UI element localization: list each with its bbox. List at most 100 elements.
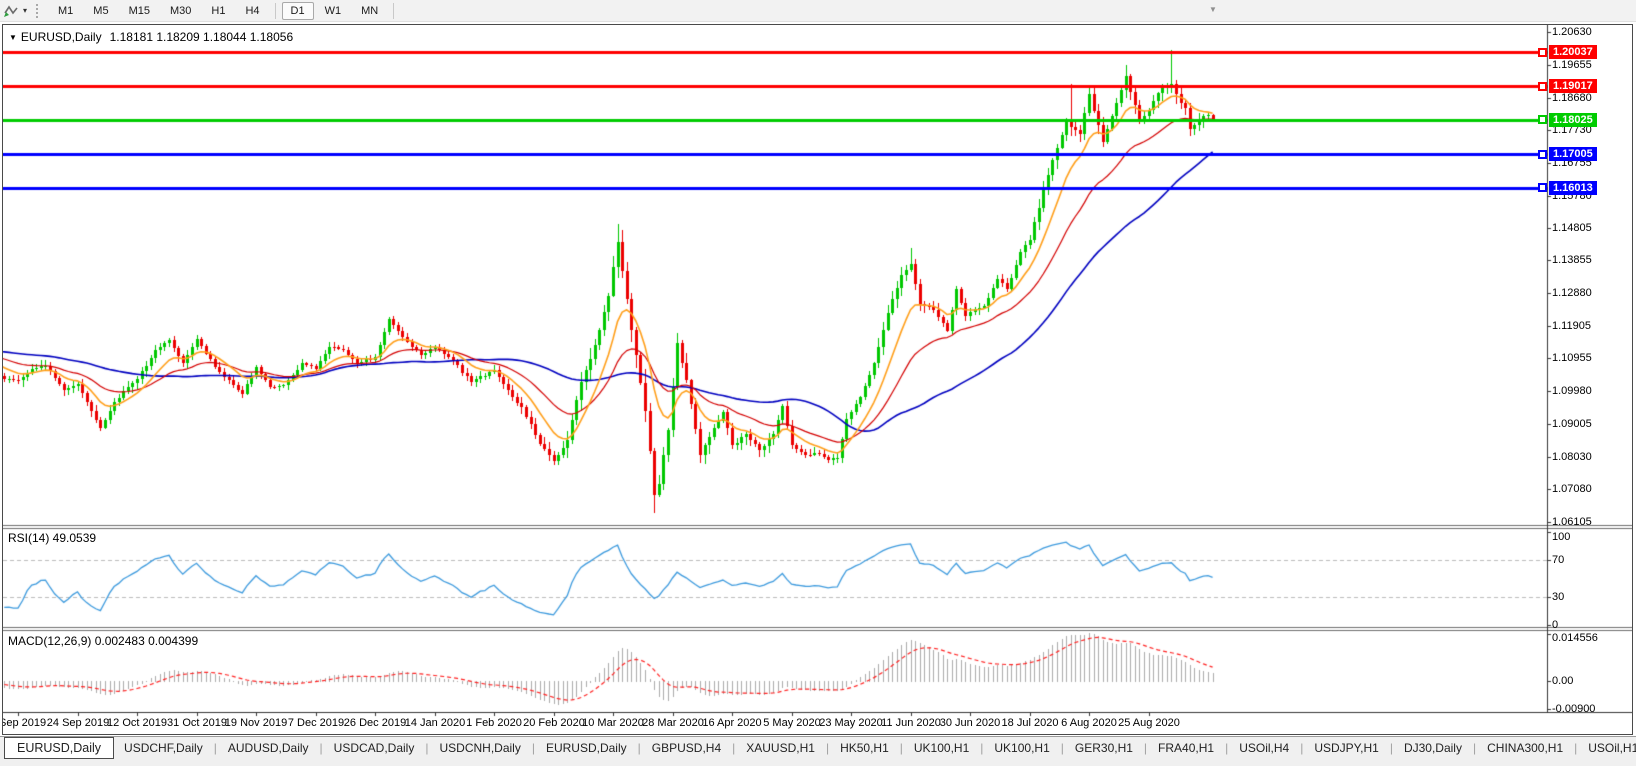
price-axis-label: 1.11905: [1552, 320, 1591, 333]
line-studies-icon[interactable]: [0, 2, 22, 20]
tab-uk100-h1[interactable]: UK100,H1: [913, 741, 970, 755]
macd-axis-label: 0.00: [1552, 674, 1574, 687]
tab-separator: |: [899, 741, 903, 755]
tf-button-M5[interactable]: M5: [93, 4, 109, 17]
price-axis-label: 1.13855: [1552, 254, 1592, 267]
chart-window: ▼ EURUSD,Daily 1.18181 1.18209 1.18044 1.1…: [2, 24, 1633, 735]
tf-button-H4[interactable]: H4: [245, 4, 260, 17]
tab-separator: |: [531, 741, 535, 755]
date-label: 26 Dec 2019: [343, 717, 407, 729]
tab-separator: |: [1472, 741, 1477, 755]
chart-ohlc-values: 1.18181 1.18209 1.18044 1.18056: [109, 30, 294, 44]
price-axis-label: 1.08030: [1552, 450, 1592, 463]
tab-eurusd-daily[interactable]: EURUSD,Daily: [545, 741, 627, 755]
chart-symbol: EURUSD,Daily: [20, 30, 102, 44]
date-label: 11 Jun 2020: [881, 717, 941, 729]
price-chart-canvas[interactable]: [3, 25, 1632, 717]
price-tag: 1.19017: [1549, 79, 1597, 94]
price-tag-anchor: [1538, 81, 1547, 91]
tf-button-W1[interactable]: W1: [324, 4, 342, 17]
rsi-axis-label: 100: [1552, 531, 1571, 543]
symbol-dropdown-icon[interactable]: ▼: [9, 33, 17, 42]
tf-button-MN[interactable]: MN: [361, 4, 379, 17]
chevron-down-icon[interactable]: ▾: [23, 6, 28, 15]
tab-china300-h1[interactable]: CHINA300,H1: [1487, 741, 1564, 755]
tab-usdcad-daily[interactable]: USDCAD,Daily: [333, 741, 415, 755]
price-axis-label: 1.10955: [1552, 352, 1592, 365]
tab-xauusd-h1[interactable]: XAUUSD,H1: [746, 741, 815, 755]
tab-audusd-daily[interactable]: AUDUSD,Daily: [227, 741, 309, 755]
tab-uk100-h1[interactable]: UK100,H1: [994, 741, 1050, 755]
price-axis-label: 1.09980: [1552, 385, 1592, 398]
price-tag: 1.18025: [1549, 112, 1597, 127]
date-label: 5 May 2020: [763, 717, 821, 729]
rsi-axis-label: 30: [1552, 591, 1565, 604]
price-tag: 1.16013: [1549, 180, 1597, 195]
chart-title: ▼ EURUSD,Daily 1.18181 1.18209 1.18044 1.1…: [9, 30, 293, 44]
tf-button-D1[interactable]: D1: [281, 1, 314, 20]
date-label: 19 Nov 2019: [224, 717, 288, 729]
date-label: 18 Jul 2020: [1001, 717, 1059, 729]
chart-shift-marker[interactable]: ▼: [1209, 5, 1217, 14]
tab-separator: |: [1300, 741, 1304, 755]
price-axis-label: 1.07080: [1552, 482, 1592, 495]
tab-separator: |: [1574, 741, 1578, 755]
tab-usoil-h1[interactable]: USOil,H1: [1588, 741, 1636, 755]
date-label: 28 Mar 2020: [642, 717, 704, 729]
macd-axis-label: -0.00900: [1552, 703, 1596, 716]
tab-usoil-h4[interactable]: USOil,H4: [1239, 741, 1290, 755]
tab-separator: |: [980, 741, 984, 755]
date-label: 25 Aug 2020: [1118, 717, 1180, 729]
date-label: 20 Feb 2020: [523, 717, 585, 729]
date-label: 6 Aug 2020: [1061, 717, 1117, 729]
date-label: 16 Apr 2020: [702, 717, 762, 729]
price-axis-label: 1.09005: [1552, 418, 1592, 431]
tf-button-M1[interactable]: M1: [58, 4, 74, 17]
date-label: 24 Sep 2019: [46, 717, 110, 729]
chart-tab-bar: EURUSD,Daily USDCHF,Daily | AUDUSD,Daily | US…: [0, 736, 1636, 766]
price-axis-label: 1.18680: [1552, 91, 1592, 104]
price-axis-label: 1.12880: [1552, 287, 1592, 300]
price-tag: 1.20037: [1549, 45, 1597, 60]
price-axis-label: 1.20630: [1552, 26, 1592, 39]
tab-separator: |: [1143, 741, 1148, 755]
tab-dj30-daily[interactable]: DJ30,Daily: [1403, 741, 1462, 755]
date-label: 31 Oct 2019: [167, 717, 227, 729]
tab-ger30-h1[interactable]: GER30,H1: [1074, 741, 1133, 755]
tab-separator: |: [637, 741, 641, 755]
tab-separator: |: [319, 741, 323, 755]
tab-fra40-h1[interactable]: FRA40,H1: [1158, 741, 1215, 755]
tab-usdchf-daily[interactable]: USDCHF,Daily: [124, 741, 203, 755]
toolbar-separator: [393, 2, 395, 19]
tab-separator: |: [1060, 741, 1064, 755]
tab-gbpusd-h4[interactable]: GBPUSD,H4: [651, 741, 722, 755]
tab-separator: |: [1225, 741, 1229, 755]
tab-usdjpy-h1[interactable]: USDJPY,H1: [1314, 741, 1379, 755]
tf-button-H1[interactable]: H1: [211, 4, 226, 17]
price-tag-anchor: [1538, 183, 1547, 193]
tab-hk50-h1[interactable]: HK50,H1: [840, 741, 889, 755]
tab-usdcnh-daily[interactable]: USDCNH,Daily: [439, 741, 521, 755]
tab-separator: |: [732, 741, 736, 755]
price-axis-label: 1.14805: [1552, 222, 1592, 235]
tf-button-M30[interactable]: M30: [169, 4, 192, 17]
price-tag-anchor: [1538, 149, 1547, 159]
date-label: 1 Feb 2020: [466, 717, 522, 729]
macd-axis-label: 0.014556: [1552, 632, 1598, 644]
tab-separator: |: [425, 741, 429, 755]
tab-separator: |: [825, 741, 830, 755]
tab-separator: |: [1389, 741, 1393, 755]
date-label: 10 Mar 2020: [582, 717, 644, 729]
toolbar-grip: [36, 3, 41, 18]
price-tag-anchor: [1538, 47, 1547, 57]
macd-label: MACD(12,26,9) 0.002483 0.004399: [8, 634, 199, 648]
date-label: 7 Dec 2019: [287, 717, 345, 729]
rsi-axis-label: 0: [1552, 619, 1559, 631]
tf-button-M15[interactable]: M15: [128, 4, 150, 17]
toolbar-separator: [274, 2, 276, 19]
tab-eurusd-daily[interactable]: EURUSD,Daily: [4, 737, 115, 759]
date-label: 30 Jun 2020: [939, 717, 1001, 729]
price-axis-label: 1.19655: [1552, 58, 1592, 71]
price-tag: 1.17005: [1549, 147, 1597, 162]
